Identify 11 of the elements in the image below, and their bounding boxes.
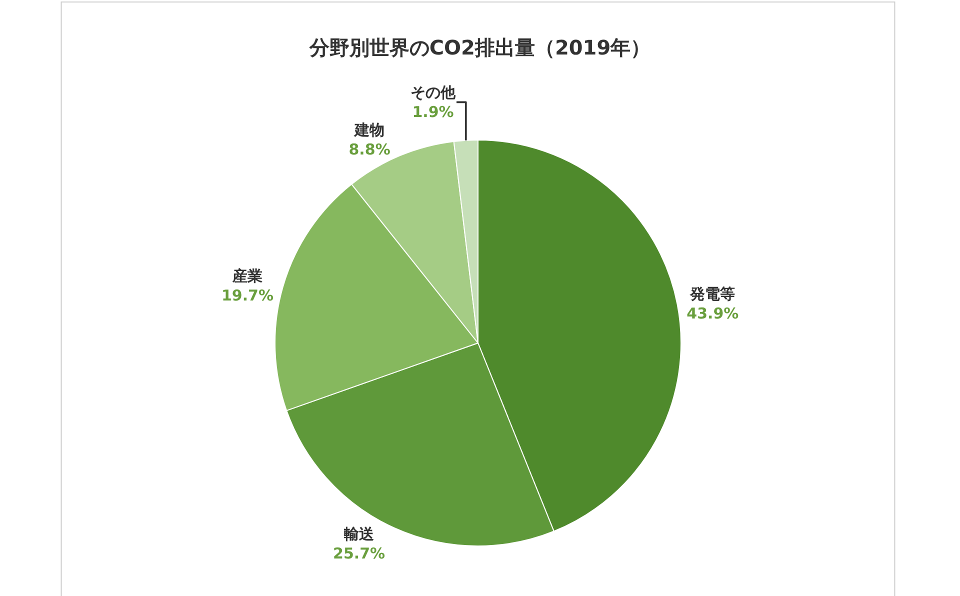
slice-label: 輸送 [343, 524, 376, 543]
slice-label: 産業 [231, 266, 262, 285]
slice-label: その他 [410, 83, 457, 102]
data-label: 1.9% [412, 102, 454, 121]
data-label: 19.7% [221, 286, 274, 304]
slice-label: 発電等 [689, 284, 736, 303]
slice-label: 建物 [354, 120, 385, 139]
chart-title: 分野別世界のCO2排出量（2019年） [308, 36, 651, 60]
data-label: 8.8% [348, 140, 390, 158]
data-label: 25.7% [333, 544, 386, 562]
data-label: 43.9% [686, 304, 739, 322]
